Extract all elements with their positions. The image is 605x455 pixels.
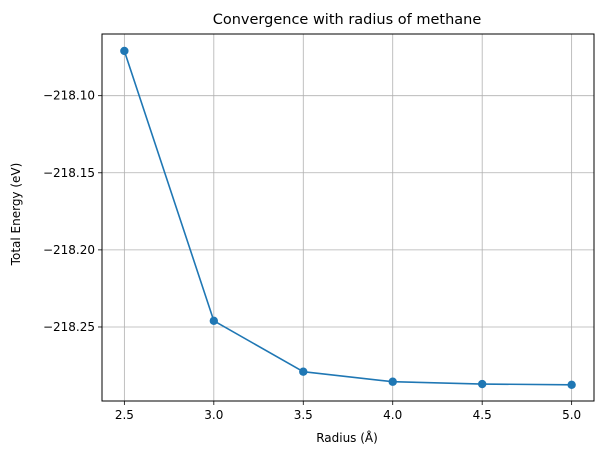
y-tick-label: −218.15 bbox=[43, 166, 95, 180]
y-axis-label: Total Energy (eV) bbox=[9, 163, 23, 267]
data-point bbox=[567, 380, 576, 390]
y-axis-ticks: −218.10 −218.15 −218.20 −218.25 bbox=[43, 89, 102, 334]
x-axis-ticks: 2.5 3.0 3.5 4.0 4.5 5.0 bbox=[115, 401, 581, 422]
x-tick-label: 4.0 bbox=[383, 408, 402, 422]
x-tick-label: 4.5 bbox=[473, 408, 492, 422]
data-point bbox=[209, 316, 219, 326]
data-point bbox=[388, 377, 397, 386]
y-tick-label: −218.10 bbox=[43, 89, 95, 103]
x-axis-label: Radius (Å) bbox=[316, 430, 378, 445]
chart-title: Convergence with radius of methane bbox=[213, 12, 482, 28]
plot-frame bbox=[101, 33, 595, 402]
y-tick-label: −218.20 bbox=[43, 243, 95, 257]
data-point bbox=[477, 379, 487, 389]
grid bbox=[102, 34, 594, 401]
y-tick-label: −218.25 bbox=[43, 320, 95, 334]
series-layer bbox=[120, 46, 576, 390]
x-tick-label: 3.5 bbox=[294, 408, 313, 422]
data-point bbox=[299, 367, 308, 376]
plot-area bbox=[102, 34, 594, 401]
x-tick-label: 5.0 bbox=[562, 408, 581, 422]
x-tick-label: 3.0 bbox=[204, 408, 223, 422]
data-point bbox=[120, 46, 129, 56]
series-line bbox=[123, 50, 572, 386]
x-tick-label: 2.5 bbox=[115, 408, 134, 422]
